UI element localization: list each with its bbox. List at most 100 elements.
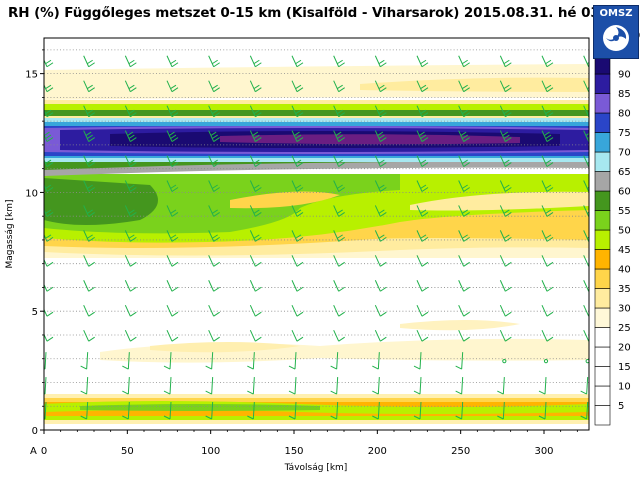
wind-barb [333, 305, 345, 317]
wind-barb [458, 130, 470, 143]
wind-barb [291, 105, 304, 118]
wind-barb [83, 255, 95, 267]
wind-barb [166, 305, 179, 317]
wind-barb [208, 305, 220, 317]
x-axis: 0 50 100 150 200 250 300 [41, 430, 578, 457]
colorbar-swatch [594, 307, 611, 328]
wind-barb [163, 377, 172, 395]
wind-barb [458, 230, 470, 242]
wind-barb [44, 401, 47, 420]
plot-area [43, 37, 590, 431]
wind-barb [124, 329, 137, 342]
wind-barb [288, 401, 297, 420]
wind-barb [333, 280, 345, 292]
wind-barb [374, 55, 387, 68]
wind-barb [416, 255, 429, 267]
wind-barb [455, 352, 464, 370]
wind-barb [249, 205, 262, 217]
wind-barb [291, 130, 304, 143]
wind-barb [166, 55, 179, 68]
colorbar-label: 10 [618, 382, 631, 393]
y-tick-label: 15 [25, 70, 38, 81]
wind-barb [124, 180, 137, 192]
wind-barb [541, 80, 554, 93]
colorbar-label: 85 [618, 89, 631, 100]
colorbar-label: 80 [618, 109, 631, 120]
wind-barb [455, 377, 464, 395]
wind-barb [416, 130, 429, 143]
wind-barb [205, 401, 214, 420]
colorbar-label: 20 [618, 343, 631, 354]
colorbar-swatch [594, 288, 611, 309]
wind-barb [416, 155, 429, 167]
colorbar-swatch [594, 190, 611, 211]
wind-barb [208, 105, 220, 118]
colorbar-swatch [594, 327, 611, 348]
wind-barb [372, 401, 380, 420]
colorbar-label: 90 [618, 70, 631, 81]
wind-barb [541, 329, 554, 342]
wind-barb [499, 80, 512, 93]
wind-barb [333, 55, 345, 68]
wind-barb [249, 130, 262, 143]
wind-barb [124, 205, 137, 217]
wind-barb [374, 105, 387, 118]
wind-barb [541, 280, 554, 292]
wind-barb [374, 80, 387, 93]
y-axis-label: Magasság [km] [5, 200, 15, 269]
wind-barb [205, 352, 214, 370]
wind-barb [291, 230, 304, 242]
wind-barb [333, 180, 345, 192]
wind-barb [413, 401, 422, 420]
y-tick-label: 0 [32, 426, 38, 437]
wind-barb [124, 280, 137, 292]
wind-barb [372, 377, 380, 395]
wind-barb [499, 130, 512, 143]
wind-barb [124, 305, 137, 317]
wind-barb [499, 329, 512, 342]
x-tick-label: 150 [284, 446, 303, 457]
wind-barb [416, 329, 429, 342]
wind-barb [44, 352, 47, 370]
wind-barb [249, 80, 262, 93]
wind-barb [124, 105, 137, 118]
wind-barb [44, 377, 47, 395]
wind-barb [83, 205, 95, 217]
wind-barb [124, 130, 137, 143]
colorbar-swatch [594, 366, 611, 387]
wind-barb [541, 205, 554, 217]
wind-barb [499, 255, 512, 267]
wind-barb [372, 352, 380, 370]
wind-barb [122, 401, 130, 420]
wind-barb [333, 155, 345, 167]
wind-barb [83, 230, 95, 242]
wind-barb [538, 401, 547, 420]
colorbar-label: 65 [618, 167, 631, 178]
wind-barb [583, 329, 589, 342]
wind-barb [291, 155, 304, 167]
wind-barb [499, 180, 512, 192]
wind-barb [583, 305, 589, 317]
logo-swirl-icon [603, 25, 629, 51]
wind-barb [163, 401, 172, 420]
omsz-logo: OMSZ [593, 5, 639, 59]
wind-barb [541, 305, 554, 317]
wind-barb [208, 180, 220, 192]
wind-barb [499, 205, 512, 217]
wind-barb [330, 401, 339, 420]
wind-barb [458, 255, 470, 267]
wind-barb [499, 105, 512, 118]
wind-barb [499, 55, 512, 68]
wind-barb [499, 280, 512, 292]
plot-frame [43, 37, 590, 431]
wind-barb [458, 329, 470, 342]
wind-barb [291, 305, 304, 317]
wind-barb [166, 205, 179, 217]
wind-barb [374, 155, 387, 167]
colorbar: 5101520253035404550556065707580859095100 [594, 31, 640, 426]
wind-barb [291, 255, 304, 267]
wind-barb [166, 130, 179, 143]
wind-barb [205, 377, 214, 395]
wind-barb [80, 377, 89, 395]
wind-barb [541, 155, 554, 167]
